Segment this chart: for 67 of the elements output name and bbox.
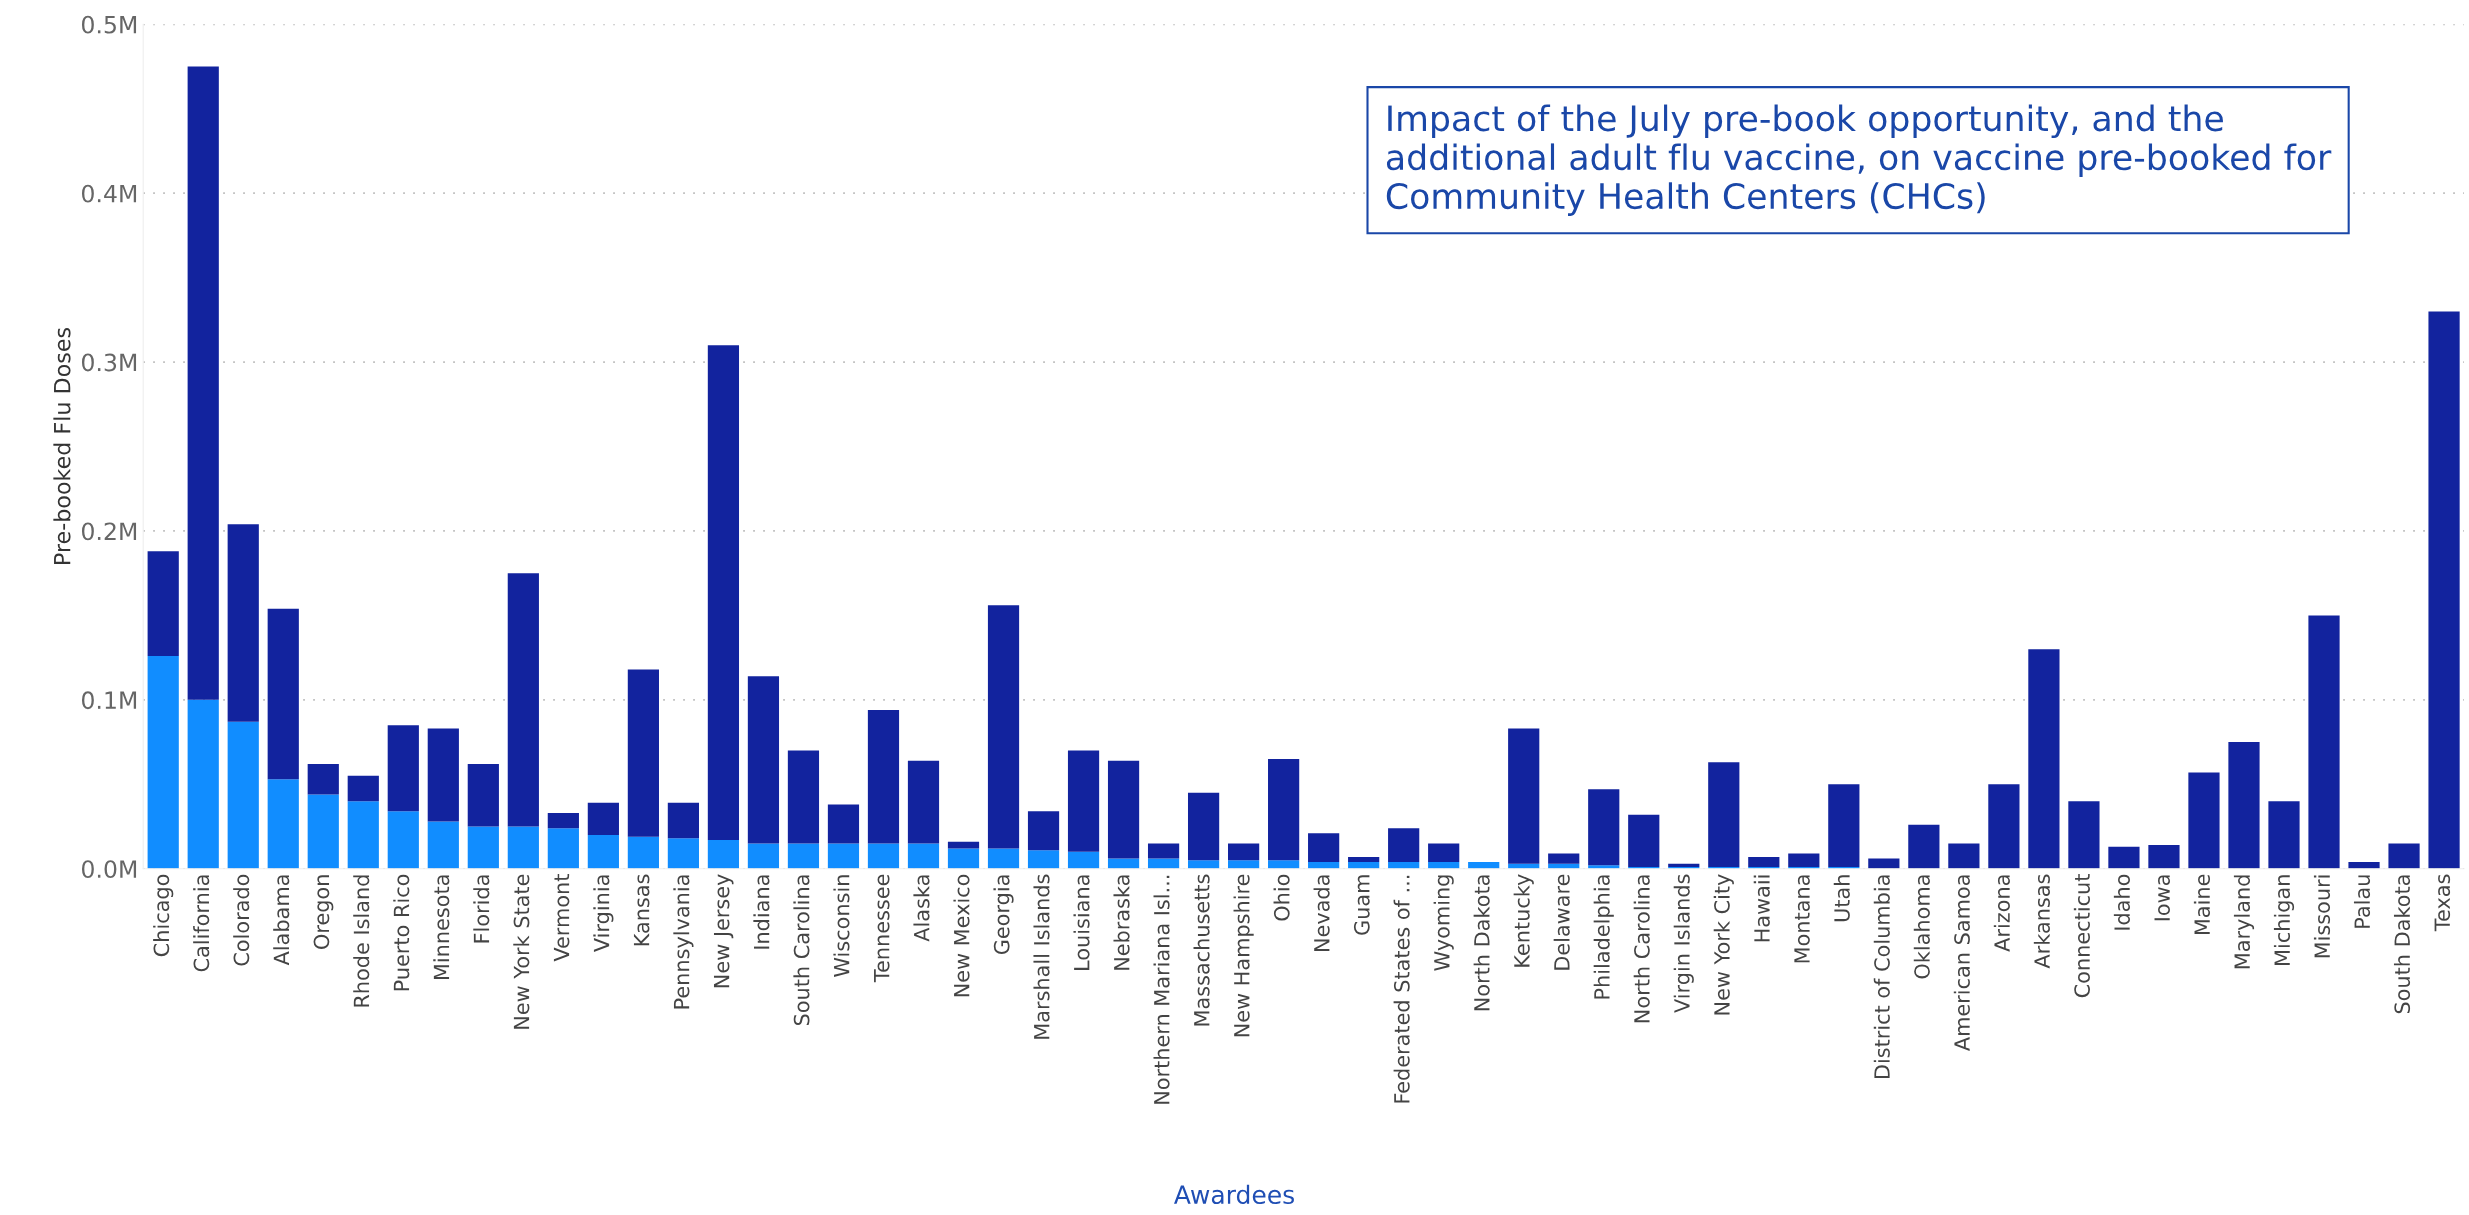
x-tick-label: Connecticut [2073, 874, 2090, 998]
x-tick-label: Idaho [2113, 874, 2130, 930]
x-tick-label: Nevada [1313, 875, 1330, 952]
x-tick-label: New York City [1713, 874, 1734, 1015]
x-tick-label: Massachusetts [1193, 874, 1210, 1026]
x-tick-label: New Jersey [713, 874, 734, 988]
x-tick-label: North Dakota [1473, 875, 1490, 1011]
x-tick-label: Arizona [1993, 875, 2010, 952]
x-tick-label: South Carolina [793, 875, 810, 1026]
x-tick-label: California [193, 875, 210, 972]
y-tick-label: 0.1M [81, 691, 137, 710]
x-tick-label: Kansas [633, 874, 650, 946]
x-tick-label: Utah [1833, 875, 1850, 922]
x-tick-label: Kentucky [1513, 874, 1534, 967]
x-tick-label: Georgia [993, 875, 1014, 955]
x-tick-label: Wyoming [1433, 875, 1454, 971]
x-tick-label: Alabama [273, 875, 290, 966]
x-tick-label: Maryland [2233, 875, 2255, 969]
x-tick-label: Missouri [2313, 875, 2331, 958]
x-tick-label: Louisiana [1073, 875, 1090, 970]
x-tick-label: Virginia [593, 875, 614, 952]
x-tick-label: North Carolina [1633, 875, 1650, 1023]
x-tick-label: Rhode Island [353, 875, 370, 1007]
x-tick-label: Ohio [1273, 874, 1290, 921]
x-tick-label: South Dakota [2393, 875, 2411, 1014]
y-tick-label: 0.2M [81, 522, 137, 541]
x-tick-label: Minnesota [433, 875, 450, 980]
y-tick-label: 0.4M [81, 184, 137, 203]
x-tick-label: New York State [513, 874, 530, 1029]
x-tick-label: Colorado [233, 874, 250, 966]
x-tick-label: Indiana [753, 875, 770, 949]
x-tick-label: Wisconsin [833, 875, 850, 977]
x-tick-label: Puerto Rico [393, 874, 410, 991]
x-tick-label: New Mexico [953, 874, 970, 997]
x-tick-label: Philadelphia [1593, 875, 1614, 999]
x-axis-title: Awardees [1174, 1184, 1294, 1205]
y-axis-title: Pre-booked Flu Doses [53, 328, 71, 564]
x-tick-label: New Hampshire [1233, 874, 1254, 1037]
x-tick-label: Vermont [553, 874, 570, 962]
x-tick-label: Texas [2434, 874, 2451, 932]
y-tick-label: 0.5M [81, 15, 137, 34]
x-tick-label: Guam [1353, 875, 1370, 935]
y-tick-label: 0.0M [81, 860, 137, 879]
x-tick-label: Federated States of ... [1393, 875, 1410, 1103]
x-tick-label: Michigan [2273, 875, 2295, 965]
annotation: Impact of the July pre-book opportunity, and the additional adult flu vaccine, on vaccine pre-booked for Community Health Centers (CHCs) [1386, 104, 2332, 216]
x-tick-label: Pennsylvania [673, 875, 694, 1009]
x-tick-label: Delaware [1553, 874, 1570, 970]
x-tick-label: Nebraska [1113, 875, 1130, 970]
x-tick-label: Iowa [2154, 875, 2170, 921]
x-tick-label: Oklahoma [1913, 875, 1930, 979]
x-tick-label: Marshall Islands [1033, 874, 1050, 1039]
x-tick-label: Virgin Islands [1673, 874, 1694, 1013]
x-tick-label: Oregon [313, 875, 334, 949]
y-tick-label: 0.3M [81, 353, 137, 372]
x-tick-label: Maine [2193, 874, 2211, 935]
x-tick-label: American Samoa [1953, 875, 1970, 1051]
x-tick-label: Hawaii [1753, 875, 1770, 942]
x-tick-label: Palau [2353, 875, 2371, 928]
x-tick-label: Northern Mariana Isl... [1153, 875, 1170, 1104]
x-tick-label: Arkansas [2033, 874, 2050, 969]
x-tick-label: District of Columbia [1873, 875, 1890, 1079]
x-tick-label: Chicago [153, 874, 174, 957]
x-tick-label: Montana [1794, 875, 1810, 963]
x-tick-label: Florida [473, 875, 490, 943]
x-tick-label: Tennessee [874, 874, 890, 983]
x-tick-label: Alaska [913, 875, 930, 942]
